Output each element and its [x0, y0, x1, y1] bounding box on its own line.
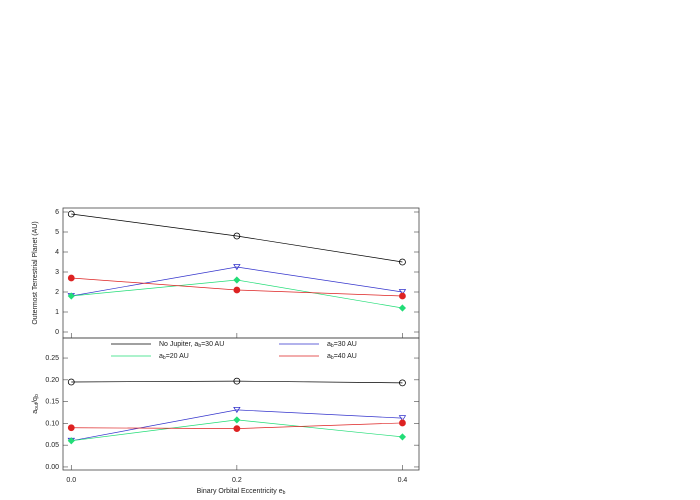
x-tick-label: 0.0	[66, 477, 76, 484]
y-tick-label: 0.00	[45, 464, 59, 471]
marker	[67, 210, 75, 218]
y-tick-label: 0.25	[45, 355, 59, 362]
marker	[399, 258, 406, 266]
marker	[398, 289, 407, 296]
y-tick-label: 0.15	[45, 398, 59, 405]
marker	[233, 416, 241, 424]
marker	[233, 286, 241, 294]
series-line	[71, 380, 403, 384]
y-tick-label: 0.10	[45, 420, 59, 427]
plot-frame	[62, 207, 420, 339]
y-axis-label: Outermost Terrestrial Planet (AU)	[32, 221, 39, 324]
legend-label: ab=20 AU	[159, 353, 189, 361]
marker	[399, 419, 406, 427]
y-tick-label: 0.20	[45, 377, 59, 384]
marker	[67, 378, 75, 386]
legend-label: No Jupiter, ab=30 AU	[159, 341, 224, 349]
marker	[67, 292, 75, 300]
y-axis-label: aout/qb	[32, 394, 40, 414]
y-tick-label: 0	[55, 329, 59, 336]
marker	[399, 292, 406, 300]
marker	[67, 437, 75, 445]
y-tick-label: 3	[55, 269, 59, 276]
y-tick-label: 6	[55, 209, 59, 216]
marker	[233, 264, 241, 271]
y-tick-label: 2	[55, 289, 59, 296]
plot-frame	[62, 337, 420, 471]
y-tick-label: 1	[55, 309, 59, 316]
y-tick-label: 0.05	[45, 442, 59, 449]
marker	[233, 377, 241, 385]
x-tick-label: 0.4	[398, 477, 408, 484]
x-tick-label: 0.2	[232, 477, 242, 484]
marker	[233, 406, 241, 414]
marker	[67, 424, 75, 432]
legend-label: ab=40 AU	[327, 353, 357, 361]
marker	[233, 425, 241, 433]
marker	[233, 232, 241, 240]
x-axis-label: Binary Orbital Eccentricity eb	[197, 488, 286, 496]
marker	[398, 415, 407, 422]
series-line	[71, 409, 403, 442]
marker	[399, 379, 406, 387]
legend-label: ab=30 AU	[327, 341, 357, 349]
marker	[67, 274, 75, 282]
y-tick-label: 4	[55, 249, 59, 256]
y-tick-label: 5	[55, 229, 59, 236]
series-line	[71, 266, 403, 297]
marker	[233, 276, 241, 284]
marker	[398, 433, 407, 441]
marker	[398, 304, 407, 312]
series-line	[71, 213, 403, 263]
